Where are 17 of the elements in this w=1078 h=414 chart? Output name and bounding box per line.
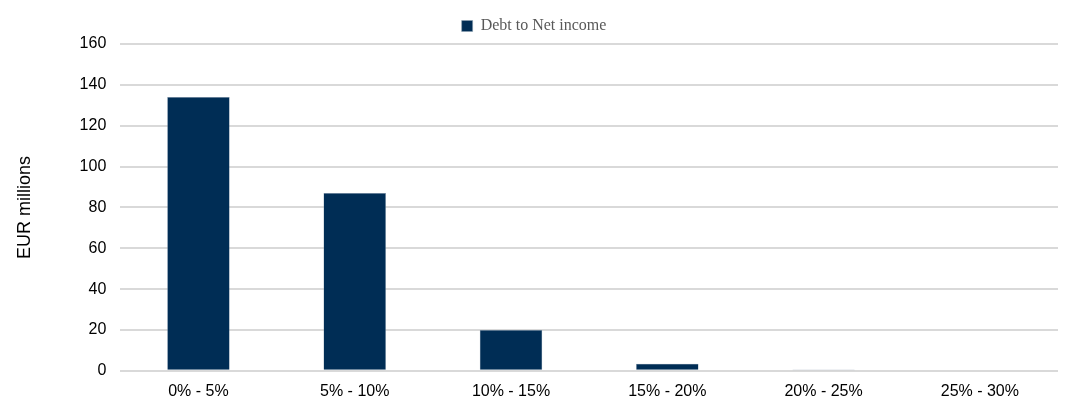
x-tick-label: 5% - 10% bbox=[320, 381, 390, 399]
y-axis-title: EUR millions bbox=[13, 155, 34, 259]
y-tick-label: 120 bbox=[79, 116, 107, 134]
y-tick-label: 100 bbox=[79, 156, 107, 174]
y-tick-label: 20 bbox=[88, 320, 107, 338]
y-tick-label: 0 bbox=[97, 361, 107, 379]
x-tick-label: 25% - 30% bbox=[940, 381, 1019, 399]
y-tick-label: 160 bbox=[79, 34, 107, 52]
y-tick-label: 60 bbox=[88, 238, 107, 256]
x-tick-label: 20% - 25% bbox=[784, 381, 863, 399]
x-tick-label: 10% - 15% bbox=[471, 381, 551, 399]
y-tick-label: 80 bbox=[88, 197, 107, 215]
legend-label: Debt to Net income bbox=[480, 16, 607, 34]
y-tick-label: 140 bbox=[79, 75, 107, 93]
x-tick-label: 15% - 20% bbox=[628, 381, 707, 399]
y-tick-label: 40 bbox=[88, 279, 107, 297]
x-tick-label: 0% - 5% bbox=[168, 381, 229, 399]
